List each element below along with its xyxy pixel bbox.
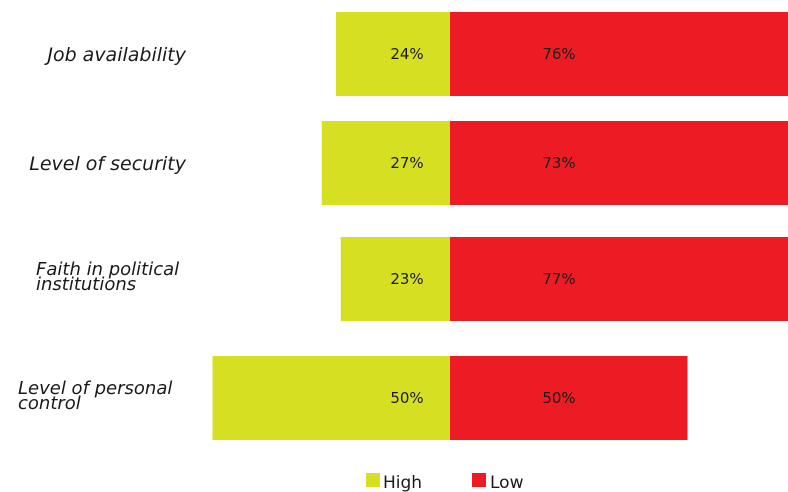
category-label: Faith in political <box>36 259 179 280</box>
legend-swatch-low <box>472 473 486 487</box>
data-label-low: 73% <box>542 154 575 172</box>
bar-high <box>321 121 450 205</box>
data-label-low: 50% <box>542 389 575 407</box>
bar-low <box>450 12 788 96</box>
data-label-high: 27% <box>390 154 423 172</box>
data-label-low: 77% <box>542 270 575 288</box>
category-label: Level of security <box>29 153 186 175</box>
bar-low <box>450 237 788 321</box>
category-label: institutions <box>36 274 136 295</box>
legend-label-low: Low <box>490 473 524 492</box>
bar-high <box>336 12 450 96</box>
data-label-high: 23% <box>390 270 423 288</box>
bar-high <box>212 356 450 440</box>
bar-low <box>450 356 688 440</box>
legend-label-high: High <box>383 473 422 492</box>
category-label: Job availability <box>43 44 186 66</box>
data-label-high: 24% <box>390 45 423 63</box>
data-label-high: 50% <box>390 389 423 407</box>
category-label: Level of personal <box>18 378 172 399</box>
bar-high <box>340 237 450 321</box>
bar-low <box>450 121 788 205</box>
data-label-low: 76% <box>542 45 575 63</box>
legend-swatch-high <box>366 473 380 487</box>
category-label: control <box>18 393 81 414</box>
